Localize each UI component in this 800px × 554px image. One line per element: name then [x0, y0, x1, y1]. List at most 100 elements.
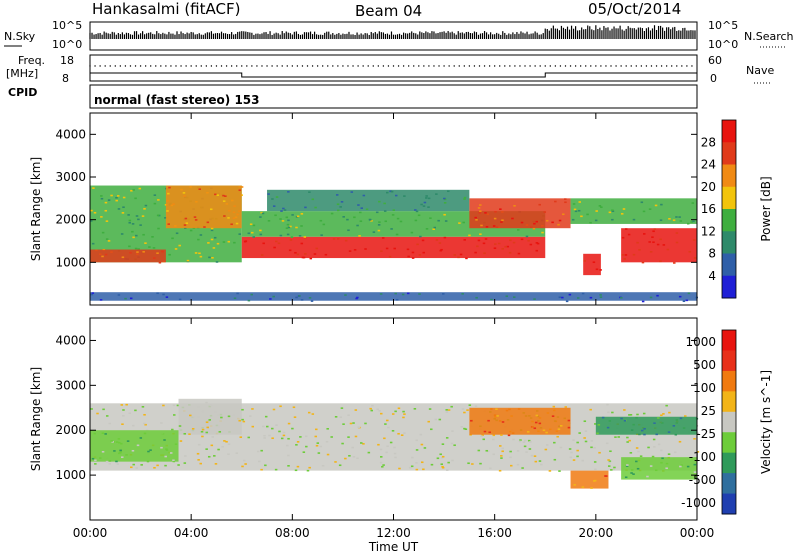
- heatmap-cell: [668, 411, 671, 414]
- heatmap-cell: [577, 209, 581, 212]
- nave-dot: [301, 65, 304, 67]
- heatmap-cell: [419, 235, 422, 238]
- heatmap-cell: [389, 190, 392, 193]
- heatmap-cell: [540, 463, 543, 466]
- heatmap-cell: [291, 427, 294, 430]
- nave-dot: [635, 65, 637, 67]
- heatmap-cell: [201, 428, 205, 431]
- heatmap-cell: [545, 219, 549, 222]
- y-tick-label: 3000: [55, 170, 86, 184]
- heatmap-cell: [119, 449, 122, 452]
- heatmap-cell: [447, 409, 451, 411]
- heatmap-cell: [528, 448, 532, 450]
- x-tick-label: 12:00: [376, 526, 411, 540]
- heatmap-cell: [439, 453, 442, 456]
- heatmap-cell: [477, 207, 481, 209]
- heatmap-cell: [544, 448, 548, 451]
- heatmap-cell: [653, 422, 656, 424]
- heatmap-cell: [271, 198, 274, 200]
- colorbar-tick-label: 25: [701, 404, 716, 418]
- heatmap-cell: [218, 431, 222, 433]
- heatmap-cell: [479, 233, 482, 236]
- nave-dot: [640, 65, 643, 67]
- heatmap-cell: [371, 404, 374, 407]
- heatmap-cell: [390, 228, 393, 230]
- nave-dot: [150, 65, 152, 67]
- heatmap-cell: [251, 408, 254, 410]
- nave-dot: [251, 65, 253, 67]
- heatmap-cell: [300, 225, 303, 227]
- heatmap-cell: [506, 245, 510, 248]
- heatmap-cell: [393, 247, 396, 250]
- heatmap-cell: [326, 453, 330, 456]
- heatmap-band: [165, 185, 242, 229]
- heatmap-cell: [122, 196, 126, 199]
- heatmap-cell: [623, 419, 627, 422]
- nave-dot: [129, 65, 132, 67]
- heatmap-cell: [295, 226, 298, 229]
- heatmap-cell: [445, 469, 449, 471]
- nave-dot: [124, 65, 127, 67]
- heatmap-cell: [481, 434, 484, 436]
- heatmap-cell: [235, 222, 239, 225]
- colorbar-swatch: [722, 209, 736, 232]
- heatmap-cell: [691, 202, 695, 204]
- heatmap-cell: [441, 466, 445, 469]
- heatmap-cell: [344, 239, 348, 242]
- heatmap-cell: [488, 431, 491, 434]
- nave-tick-top: 60: [708, 54, 722, 67]
- heatmap-cell: [600, 206, 603, 209]
- heatmap-cell: [259, 216, 262, 218]
- heatmap-cell: [441, 443, 445, 445]
- heatmap-cell: [275, 196, 279, 198]
- heatmap-cell: [287, 226, 291, 229]
- heatmap-cell: [624, 254, 628, 256]
- heatmap-cell: [277, 242, 281, 245]
- heatmap-cell: [443, 202, 447, 204]
- heatmap-cell: [143, 432, 147, 435]
- heatmap-cell: [589, 221, 592, 224]
- heatmap-cell: [693, 463, 697, 466]
- heatmap-cell: [462, 221, 465, 224]
- heatmap-cell: [612, 468, 616, 471]
- heatmap-band: [90, 249, 166, 263]
- heatmap-cell: [379, 461, 383, 464]
- heatmap-cell: [243, 459, 246, 462]
- nave-dot: [321, 65, 324, 67]
- nave-dot: [215, 65, 218, 67]
- heatmap-cell: [105, 220, 109, 222]
- heatmap-cell: [267, 219, 271, 222]
- heatmap-cell: [227, 443, 231, 446]
- heatmap-cell: [391, 214, 395, 216]
- heatmap-cell: [93, 211, 97, 214]
- nave-dot: [564, 65, 567, 67]
- heatmap-cell: [172, 460, 176, 463]
- heatmap-cell: [348, 250, 352, 252]
- nave-dot: [468, 65, 471, 67]
- heatmap-cell: [372, 231, 376, 233]
- heatmap-cell: [191, 427, 195, 430]
- heatmap-cell: [636, 241, 639, 244]
- heatmap-cell: [531, 426, 534, 428]
- plot-title: Hankasalmi (fitACF): [92, 0, 240, 18]
- heatmap-cell: [184, 455, 187, 457]
- heatmap-cell: [129, 251, 132, 254]
- heatmap-cell: [367, 451, 371, 454]
- heatmap-cell: [576, 449, 579, 452]
- heatmap-cell: [290, 236, 294, 239]
- heatmap-cell: [561, 296, 564, 299]
- heatmap-band: [621, 457, 697, 480]
- nave-dot: [397, 65, 400, 67]
- nave-dot: [519, 65, 521, 67]
- heatmap-cell: [624, 228, 628, 230]
- heatmap-cell: [104, 253, 108, 256]
- heatmap-cell: [665, 467, 668, 470]
- heatmap-cell: [651, 236, 654, 238]
- heatmap-cell: [300, 213, 304, 215]
- heatmap-cell: [280, 210, 283, 212]
- heatmap-cell: [589, 296, 593, 299]
- heatmap-cell: [378, 200, 381, 203]
- heatmap-cell: [387, 426, 390, 429]
- heatmap-cell: [300, 242, 304, 245]
- heatmap-cell: [395, 233, 399, 236]
